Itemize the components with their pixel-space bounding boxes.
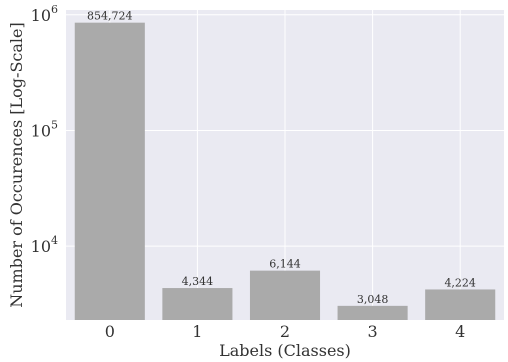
- y-tick-base: 10: [31, 6, 51, 25]
- x-axis-label: Labels (Classes): [219, 341, 351, 360]
- y-tick-exponent: 5: [51, 118, 58, 131]
- y-tick-label: 105: [31, 118, 58, 140]
- bar-3: [337, 305, 408, 320]
- bar-1: [162, 288, 233, 320]
- data-label: 6,144: [269, 258, 301, 271]
- data-label: 4,224: [444, 276, 476, 289]
- x-tick-label: 1: [192, 322, 202, 341]
- y-tick-base: 10: [31, 237, 51, 256]
- x-tick-label: 0: [105, 322, 115, 341]
- data-label: 4,344: [182, 275, 214, 288]
- bar-4: [425, 289, 496, 320]
- data-label: 854,724: [87, 10, 133, 23]
- y-tick-exponent: 4: [51, 234, 58, 247]
- bar-0: [74, 22, 145, 321]
- y-tick-label: 106: [31, 3, 58, 25]
- y-axis-label: Number of Occurences [Log-Scale]: [7, 22, 26, 308]
- x-tick-label: 3: [368, 322, 378, 341]
- y-tick-label: 104: [31, 234, 58, 256]
- y-tick-exponent: 6: [51, 3, 58, 16]
- y-tick-base: 10: [31, 121, 51, 140]
- bar-2: [249, 270, 321, 320]
- x-tick-label: 2: [280, 322, 290, 341]
- bars: [74, 22, 496, 321]
- data-label: 3,048: [357, 293, 389, 306]
- x-axis-ticks: 0 1 2 3 4: [105, 322, 466, 341]
- x-tick-label: 4: [455, 322, 465, 341]
- data-labels: 854,724 4,344 6,144 3,048 4,224: [87, 10, 476, 306]
